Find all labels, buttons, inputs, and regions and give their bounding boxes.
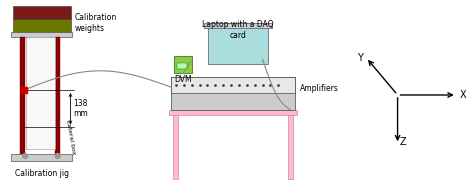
Bar [20, 37, 25, 154]
Bar [26, 37, 55, 149]
Bar [288, 115, 293, 179]
Bar [173, 115, 178, 179]
Text: Amplifiers: Amplifiers [300, 84, 339, 93]
Bar [177, 63, 187, 69]
Text: Y: Y [357, 53, 363, 63]
Bar [55, 37, 60, 154]
Text: 138
mm: 138 mm [73, 99, 88, 119]
Text: Calibration jig: Calibration jig [15, 169, 69, 178]
Circle shape [55, 154, 60, 159]
Circle shape [23, 154, 27, 159]
Text: Z: Z [400, 137, 406, 147]
Text: Lateral box: Lateral box [64, 120, 76, 155]
Bar [171, 77, 295, 110]
Bar [203, 23, 273, 28]
Bar [209, 23, 267, 65]
Bar [13, 6, 71, 19]
Text: Calibration
weights: Calibration weights [74, 13, 117, 33]
Text: Laptop with a DAQ
card: Laptop with a DAQ card [202, 20, 274, 39]
Bar [11, 154, 73, 161]
Bar [174, 56, 191, 73]
Bar [11, 32, 73, 37]
Bar [169, 110, 297, 115]
Bar [171, 77, 295, 93]
Text: X: X [460, 90, 466, 100]
Bar [13, 19, 71, 32]
Text: DVM: DVM [174, 75, 191, 84]
